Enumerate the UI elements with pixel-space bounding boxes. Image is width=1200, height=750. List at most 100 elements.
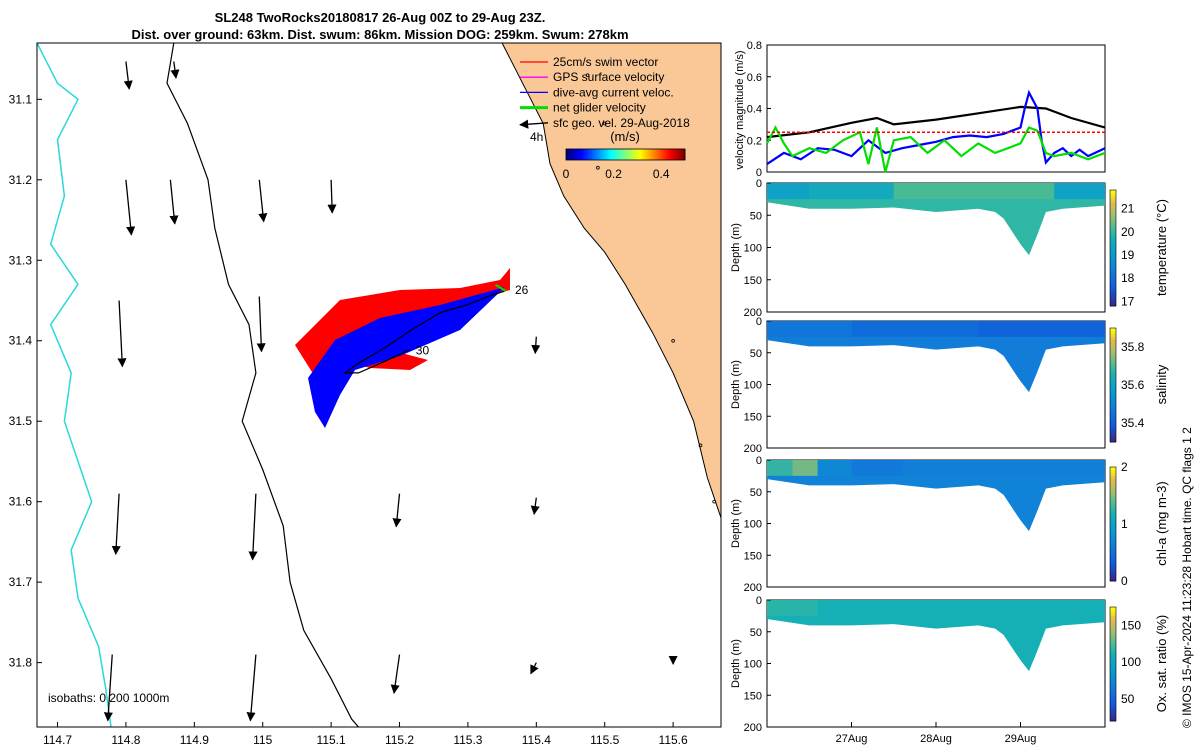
colorbar-cell (1110, 561, 1116, 565)
colorbar-cell (657, 149, 660, 160)
colorbar-cell (1110, 549, 1116, 553)
heatmap-ytick-label: 200 (744, 443, 762, 455)
heatmap-profile-fill (767, 183, 1105, 256)
colorbar-cell (566, 149, 569, 160)
geo-velocity-vector (170, 61, 180, 79)
glider-track (342, 290, 506, 374)
colorbar-cell (1110, 715, 1116, 719)
colorbar-cell (1110, 393, 1116, 397)
colorbar-cell (1110, 248, 1116, 252)
colorbar-cell (1110, 259, 1116, 263)
colorbar-tick-label: 0.4 (653, 167, 670, 181)
colorbar-tick-label: 35.8 (1121, 340, 1145, 354)
geo-velocity-vector (531, 336, 541, 355)
map-xtick-label: 114.7 (43, 733, 72, 747)
colorbar-cell (1110, 706, 1116, 711)
colorbar-cell (1110, 629, 1116, 634)
colorbar-cell (1110, 618, 1116, 622)
colorbar-cell (1110, 207, 1116, 211)
island-marker (585, 73, 590, 77)
date-xtick-label: 28Aug (920, 733, 952, 745)
colorbar-cell (641, 149, 644, 160)
heatmap-surface-segment (792, 460, 818, 476)
colorbar-cell (1110, 709, 1116, 713)
colorbar-cell (1110, 303, 1116, 307)
heatmap-ytick-label: 200 (744, 722, 762, 734)
colorbar-cell (1110, 370, 1116, 375)
colorbar-cell (1110, 345, 1116, 349)
colorbar-cell (1110, 472, 1116, 477)
geo-velocity-vector (390, 654, 401, 694)
colorbar-cell (589, 149, 593, 160)
heatmap-ytick-label: 200 (744, 307, 762, 319)
colorbar-cell (1110, 333, 1116, 338)
colorbar-cell (1110, 489, 1116, 494)
colorbar-cell (1110, 430, 1116, 434)
colorbar-cell (1110, 681, 1116, 685)
heatmap-ytick-label: 0 (756, 178, 762, 190)
colorbar-cell (573, 149, 577, 160)
colorbar-cell (581, 149, 585, 160)
colorbar-cell (1110, 221, 1116, 226)
geo-velocity-vector (258, 179, 268, 223)
colorbar-cell (617, 149, 621, 160)
colorbar-cell (1110, 297, 1116, 301)
colorbar-cell (1110, 572, 1116, 576)
geo-velocity-vector (392, 493, 402, 528)
colorbar-cell (1110, 201, 1116, 205)
colorbar-cell (1110, 353, 1116, 357)
heatmap-surface-segment (851, 460, 903, 476)
colorbar-cell (1110, 612, 1116, 617)
heatmap-ytick-label: 100 (744, 380, 762, 392)
colorbar-frame (1109, 327, 1117, 443)
colorbar-cell (1110, 294, 1116, 298)
colorbar-cell (1110, 607, 1116, 611)
colorbar-cell (1110, 664, 1116, 668)
velocity-ylabel: velocity magnitude (m/s) (734, 50, 746, 169)
colorbar-cell (645, 149, 648, 160)
colorbar-cell (1110, 279, 1116, 284)
heatmap-profile-fill (767, 321, 1105, 393)
colorbar-cell (1110, 288, 1116, 292)
map-xtick-label: 114.8 (111, 733, 140, 747)
island-marker (596, 165, 600, 170)
heatmap-surface-segment (767, 460, 793, 476)
map-axes-frame (36, 42, 722, 728)
colorbar-cell (1110, 615, 1116, 619)
colorbar-cell (633, 149, 636, 160)
colorbar-cell (1110, 718, 1116, 722)
colorbar-cell (655, 149, 658, 160)
speed-colorbar: (m/s) 0 0.2 0.4 (563, 129, 686, 181)
colorbar-cell (1110, 404, 1116, 409)
colorbar-cell (1110, 672, 1116, 676)
colorbar-cell (1110, 339, 1116, 343)
colorbar-cell (1110, 433, 1116, 437)
heatmap-ylabel: Depth (m) (730, 360, 742, 409)
legend-entry: net glider velocity (553, 101, 646, 115)
legend-swatch (519, 119, 549, 129)
geo-velocity-vector (117, 300, 127, 368)
heatmap-ytick-label: 150 (744, 690, 762, 702)
velocity-series-line (766, 89, 1106, 166)
colorbar-frame (1109, 466, 1117, 582)
colorbar-cell (1110, 703, 1116, 708)
colorbar-label: salinity (1154, 364, 1169, 404)
colorbar-cell (1110, 213, 1116, 217)
colorbar-cell (1110, 347, 1116, 352)
map-xtick-label: 115.6 (659, 733, 688, 747)
heatmap-surface-segment (809, 183, 894, 200)
chart-title-line-2: Dist. over ground: 63km. Dist. swum: 86k… (131, 27, 629, 42)
heatmap-surface-segment (1054, 183, 1105, 200)
map-xtick-label: 115.5 (590, 733, 619, 747)
colorbar-cell (639, 149, 642, 160)
colorbar-cell (611, 149, 615, 160)
colorbar-cell (1110, 239, 1116, 243)
colorbar-cell (609, 149, 613, 160)
colorbar-cell (659, 149, 662, 160)
geo-velocity-vector (111, 493, 121, 556)
colorbar-cell (597, 149, 601, 160)
colorbar-cell (1110, 646, 1116, 651)
colorbar-cell (1110, 563, 1116, 568)
colorbar-cell (1110, 524, 1116, 528)
colorbar-cell (1110, 277, 1116, 281)
